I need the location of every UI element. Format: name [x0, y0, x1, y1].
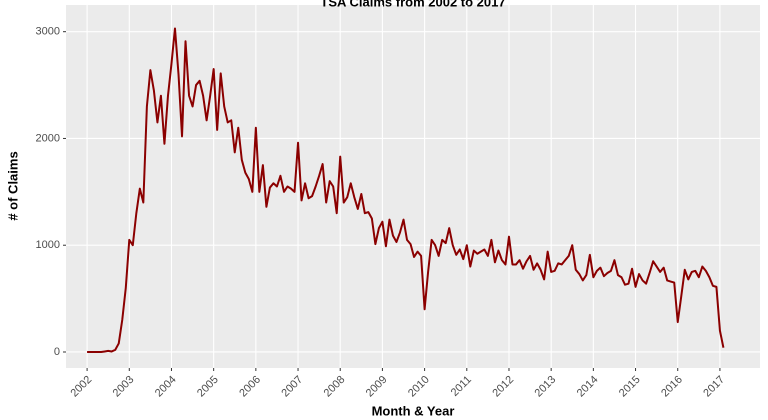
x-tick-label: 2007 — [279, 374, 305, 400]
x-tick-label: 2004 — [153, 374, 179, 400]
chart-title: TSA Claims from 2002 to 2017 — [320, 0, 505, 9]
x-tick-label: 2006 — [237, 374, 263, 400]
x-tick-label: 2017 — [701, 374, 727, 400]
x-tick-label: 2008 — [322, 374, 348, 400]
x-tick-label: 2009 — [364, 374, 390, 400]
x-tick-label: 2015 — [617, 374, 643, 400]
x-tick-label: 2002 — [68, 374, 94, 400]
x-tick-label: 2012 — [490, 374, 516, 400]
x-tick-label: 2011 — [449, 374, 474, 399]
y-tick-label: 3000 — [36, 26, 60, 38]
x-tick-label: 2003 — [111, 374, 137, 400]
y-tick-label: 1000 — [36, 239, 60, 251]
x-axis-title: Month & Year — [372, 403, 455, 418]
y-tick-label: 2000 — [36, 132, 60, 144]
y-axis-title: # of Claims — [5, 151, 20, 220]
x-tick-label: 2014 — [575, 374, 601, 400]
x-tick-label: 2010 — [406, 374, 432, 400]
x-tick-label: 2013 — [533, 374, 559, 400]
line-series — [87, 27, 725, 353]
x-tick-label: 2005 — [195, 374, 221, 400]
plot-panel — [66, 5, 760, 368]
x-tick-label: 2016 — [659, 374, 685, 400]
y-tick-label: 0 — [54, 346, 60, 358]
